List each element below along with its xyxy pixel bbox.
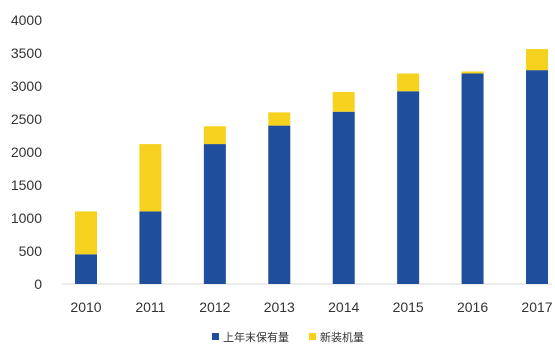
y-tick-label: 0 — [34, 276, 42, 292]
bar-2012-series-2 — [203, 126, 226, 145]
legend-label: 新装机量 — [320, 330, 364, 344]
bar-2010-series-1 — [75, 254, 97, 284]
x-tick-label: 2010 — [70, 299, 101, 315]
y-tick-label: 2000 — [11, 144, 42, 160]
x-tick-label: 2012 — [199, 299, 230, 315]
legend-label: 上年末保有量 — [223, 330, 289, 344]
bar-2015-series-1 — [397, 91, 420, 284]
x-tick-label: 2011 — [135, 299, 165, 315]
bar-2012-series-1 — [203, 144, 226, 284]
x-tick-label: 2015 — [393, 299, 424, 315]
bar-2013-series-1 — [268, 125, 291, 284]
x-tick-label: 2013 — [264, 299, 295, 315]
x-tick-label: 2014 — [328, 299, 359, 315]
bar-2014-series-2 — [332, 91, 355, 112]
bar-series-group — [75, 49, 548, 285]
legend-swatch — [309, 333, 316, 340]
y-tick-label: 1500 — [11, 177, 42, 193]
y-tick-label: 3000 — [11, 78, 42, 94]
y-tick-label: 2500 — [11, 111, 42, 127]
bar-2017-series-2 — [526, 49, 548, 71]
bar-2013-series-2 — [268, 112, 291, 126]
bar-2016-series-1 — [461, 73, 484, 285]
bar-2017-series-1 — [526, 70, 548, 284]
bar-2011-series-1 — [139, 211, 162, 284]
x-tick-label: 2017 — [521, 299, 552, 315]
bar-2015-series-2 — [397, 73, 420, 92]
chart-legend: 上年末保有量 新装机量 — [212, 330, 364, 344]
bar-2014-series-1 — [332, 111, 355, 285]
y-tick-label: 4000 — [11, 12, 42, 28]
x-axis-tick-labels: 2010 2011 2012 2013 2014 2015 2016 2017 — [70, 299, 552, 315]
bar-2016-series-2 — [461, 71, 484, 74]
legend-swatch — [212, 333, 219, 340]
y-tick-label: 3500 — [11, 45, 42, 61]
y-tick-label: 1000 — [11, 210, 42, 226]
x-tick-label: 2016 — [457, 299, 488, 315]
y-axis-tick-labels: 0 500 1000 1500 2000 2500 3000 3500 4000 — [11, 12, 42, 292]
y-tick-label: 500 — [19, 243, 43, 259]
bar-2011-series-2 — [139, 144, 162, 212]
bar-2010-series-2 — [75, 211, 97, 255]
